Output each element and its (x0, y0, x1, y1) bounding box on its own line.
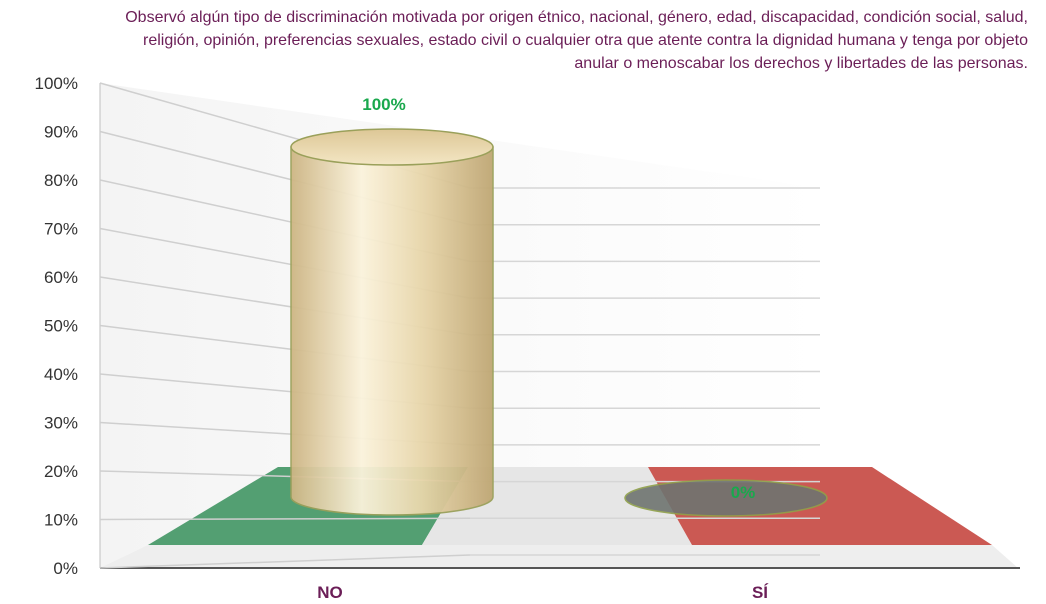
y-tick-label: 50% (44, 317, 78, 336)
y-tick-label: 30% (44, 414, 78, 433)
y-tick-label: 0% (53, 559, 78, 578)
category-label-sí: SÍ (752, 583, 769, 602)
bar-top-no (290, 128, 494, 166)
category-label-no: NO (317, 583, 343, 602)
gridline-side (99, 517, 471, 521)
bar-sí (624, 479, 828, 517)
y-tick-label: 90% (44, 123, 78, 142)
y-tick-label: 60% (44, 268, 78, 287)
data-label-no: 100% (362, 95, 405, 114)
y-tick-label: 100% (35, 74, 78, 93)
y-tick-label: 80% (44, 171, 78, 190)
data-label-sí: 0% (731, 483, 756, 502)
y-tick-label: 20% (44, 462, 78, 481)
y-tick-label: 70% (44, 220, 78, 239)
bar-no (290, 146, 494, 516)
gridline-side (99, 554, 471, 569)
y-tick-label: 40% (44, 365, 78, 384)
floor-shadow (100, 545, 1018, 568)
y-tick-label: 10% (44, 511, 78, 530)
chart-title: Observó algún tipo de discriminación mot… (125, 9, 1028, 72)
